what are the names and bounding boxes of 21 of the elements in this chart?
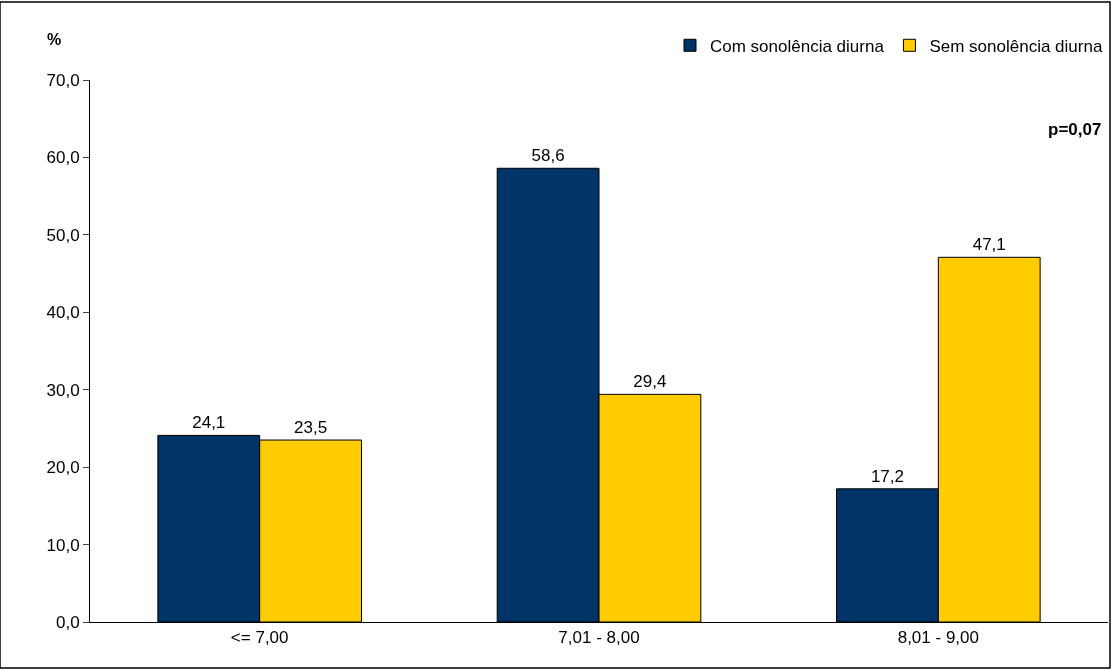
y-tick-label: 70,0 [46, 70, 80, 90]
y-tick-label: 10,0 [46, 535, 80, 555]
data-label: 24,1 [192, 413, 226, 433]
data-label: 17,2 [870, 466, 904, 486]
annotation: p=0,07 [1048, 120, 1102, 139]
y-axis-title: % [47, 31, 62, 48]
x-tick-label: 7,01 - 8,00 [558, 628, 640, 648]
data-label: 58,6 [531, 146, 565, 166]
data-label: 47,1 [972, 235, 1006, 255]
y-tick-label: 50,0 [46, 225, 80, 245]
y-tick-label: 40,0 [46, 303, 80, 323]
data-label: 23,5 [294, 418, 328, 438]
x-tick-label: 8,01 - 9,00 [897, 628, 979, 648]
y-tick-label: 0,0 [55, 612, 80, 632]
y-tick-label: 20,0 [46, 458, 80, 478]
y-tick-label: 60,0 [46, 148, 80, 168]
legend-label: Sem sonolência diurna [929, 36, 1103, 56]
data-label: 29,4 [633, 372, 667, 392]
x-tick-label: <= 7,00 [230, 628, 289, 648]
legend-label: Com sonolência diurna [710, 36, 885, 56]
y-tick-label: 30,0 [46, 380, 80, 400]
